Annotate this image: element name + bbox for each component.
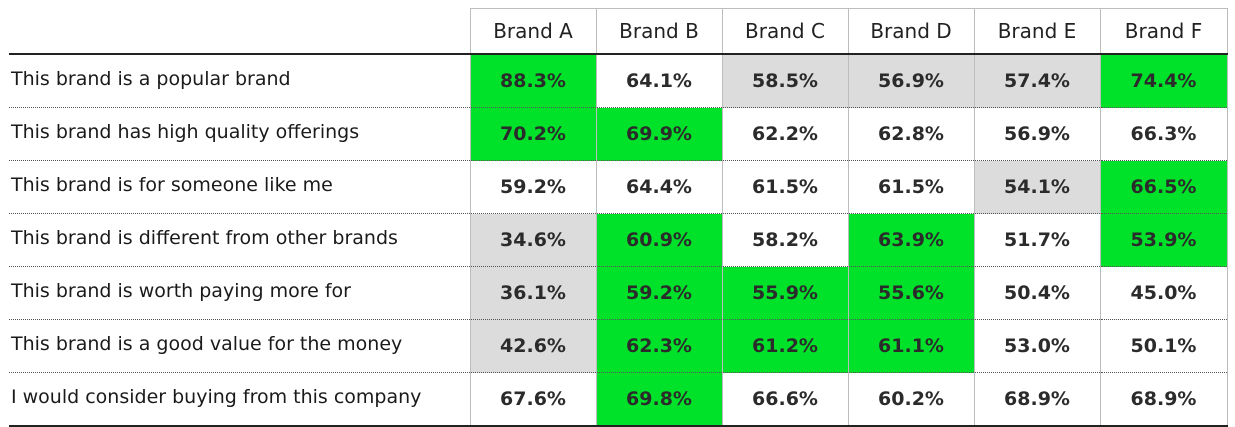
value-cell: 58.2% [721,213,849,267]
value-cell: 60.2% [847,372,975,427]
value-cell: 54.1% [973,160,1101,214]
value-cell: 53.9% [1099,213,1228,267]
header-row: Brand A Brand B Brand C Brand D Brand E … [9,8,1228,55]
row-label: This brand is a good value for the money [9,319,470,373]
value-cell: 58.5% [721,54,849,108]
row-label: This brand is worth paying more for [9,266,470,320]
data-table: Brand A Brand B Brand C Brand D Brand E … [9,8,1228,427]
value-cell: 56.9% [973,107,1101,161]
value-cell: 45.0% [1099,266,1228,320]
header-corner [9,8,470,55]
value-cell: 66.6% [721,372,849,427]
value-cell: 64.1% [595,54,723,108]
value-cell: 59.2% [595,266,723,320]
value-cell: 61.1% [847,319,975,373]
column-header-brand-d: Brand D [847,8,975,55]
value-cell: 55.9% [721,266,849,320]
value-cell: 68.9% [1099,372,1228,427]
value-cell: 64.4% [595,160,723,214]
value-cell: 57.4% [973,54,1101,108]
value-cell: 42.6% [469,319,597,373]
value-cell: 61.5% [721,160,849,214]
table-row: This brand is worth paying more for 36.1%… [9,266,1228,320]
table-row: This brand is for someone like me 59.2% 64… [9,160,1228,214]
value-cell: 61.5% [847,160,975,214]
row-label: This brand is different from other brand… [9,213,470,267]
table-row: This brand is a good value for the money… [9,319,1228,373]
value-cell: 62.3% [595,319,723,373]
value-cell: 74.4% [1099,54,1228,108]
value-cell: 62.8% [847,107,975,161]
column-header-brand-a: Brand A [469,8,597,55]
value-cell: 56.9% [847,54,975,108]
table-row: I would consider buying from this compan… [9,372,1228,427]
value-cell: 88.3% [469,54,597,108]
value-cell: 68.9% [973,372,1101,427]
column-header-brand-c: Brand C [721,8,849,55]
value-cell: 70.2% [469,107,597,161]
column-header-brand-b: Brand B [595,8,723,55]
table-body: This brand is a popular brand 88.3% 64.1% 5… [9,54,1228,427]
table-row: This brand is different from other brand… [9,213,1228,267]
value-cell: 66.5% [1099,160,1228,214]
table-row: This brand has high quality offerings 70.… [9,107,1228,161]
value-cell: 34.6% [469,213,597,267]
row-label: I would consider buying from this compan… [9,372,470,427]
value-cell: 59.2% [469,160,597,214]
value-cell: 61.2% [721,319,849,373]
column-header-brand-e: Brand E [973,8,1101,55]
brand-perception-table: Brand A Brand B Brand C Brand D Brand E … [9,8,1228,427]
value-cell: 62.2% [721,107,849,161]
value-cell: 63.9% [847,213,975,267]
value-cell: 66.3% [1099,107,1228,161]
value-cell: 36.1% [469,266,597,320]
row-label: This brand has high quality offerings [9,107,470,161]
value-cell: 69.9% [595,107,723,161]
column-header-brand-f: Brand F [1099,8,1228,55]
value-cell: 53.0% [973,319,1101,373]
value-cell: 50.4% [973,266,1101,320]
row-label: This brand is for someone like me [9,160,470,214]
value-cell: 67.6% [469,372,597,427]
table-row: This brand is a popular brand 88.3% 64.1% 5… [9,54,1228,108]
value-cell: 51.7% [973,213,1101,267]
value-cell: 55.6% [847,266,975,320]
value-cell: 69.8% [595,372,723,427]
value-cell: 60.9% [595,213,723,267]
value-cell: 50.1% [1099,319,1228,373]
row-label: This brand is a popular brand [9,54,470,108]
